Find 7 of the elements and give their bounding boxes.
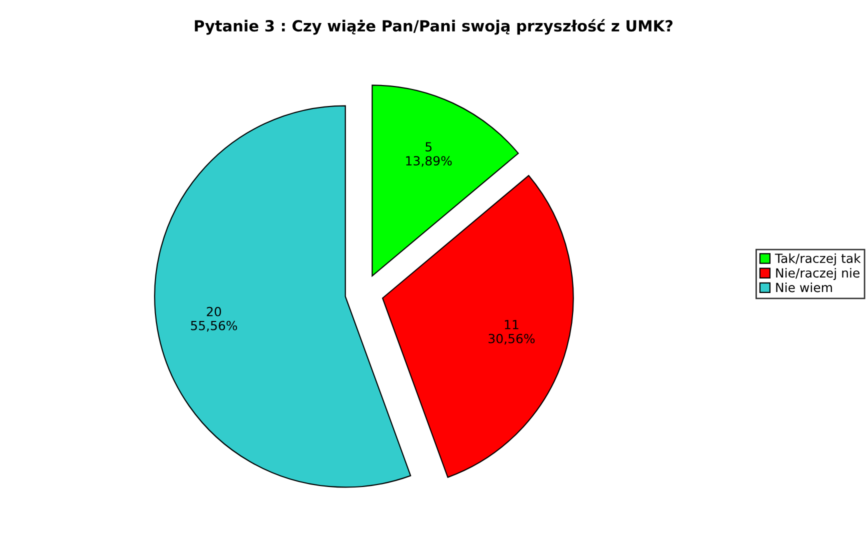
- data-label: 11 30,56%: [488, 320, 535, 345]
- legend-label: Nie wiem: [776, 282, 832, 292]
- legend-label: Tak/raczej tak: [774, 253, 861, 266]
- legend-label: Nie/raczej nie: [776, 268, 860, 280]
- data-label: 20 55,56%: [191, 306, 238, 332]
- data-label: 5 13,89%: [406, 142, 452, 167]
- chart-title: Pytanie 3 : Czy wiąże Pan/Pani swoją przyszłość z UMK?: [194, 19, 672, 35]
